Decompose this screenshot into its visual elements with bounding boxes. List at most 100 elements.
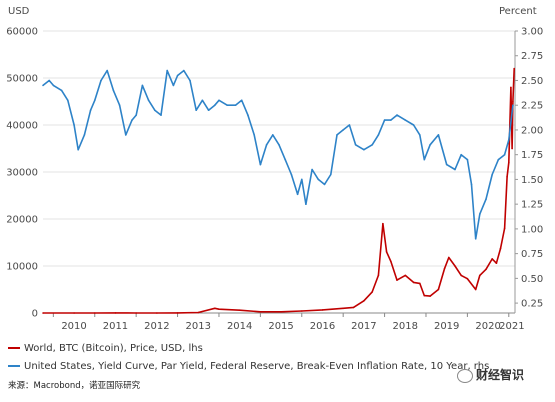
data-point-breakeven [154, 109, 156, 111]
data-point-breakeven [301, 178, 303, 181]
right-tick-label: 2.50 [521, 76, 543, 87]
data-point-btc [382, 222, 384, 225]
data-point-btc [479, 274, 481, 277]
data-point-breakeven [396, 114, 398, 116]
right-tick-label: 3.00 [521, 27, 543, 38]
right-tick-label: 1.75 [521, 150, 543, 161]
data-point-breakeven [454, 168, 456, 171]
x-tick-label: 2012 [144, 321, 169, 332]
x-tick-label: 2013 [186, 321, 211, 332]
data-point-breakeven [60, 89, 63, 92]
data-point-breakeven [240, 99, 243, 102]
right-tick-label: 2.00 [521, 125, 543, 136]
data-point-breakeven [363, 148, 365, 151]
data-point-breakeven [330, 173, 332, 176]
data-point-breakeven [336, 134, 338, 136]
right-tick-label: 2.75 [521, 51, 543, 62]
data-point-breakeven [296, 193, 299, 196]
left-y-axis: 0 10000 20000 30000 40000 50000 60000 [6, 27, 38, 320]
legend-label-btc: World, BTC (Bitcoin), Price, USD, lhs [24, 343, 203, 354]
left-tick-label: 60000 [6, 27, 38, 38]
data-point-breakeven [94, 99, 96, 102]
data-point-breakeven [354, 144, 357, 146]
x-tick-label: 2021 [499, 321, 524, 332]
left-tick-label: 10000 [6, 262, 38, 273]
data-point-breakeven [176, 74, 179, 77]
data-point-breakeven [106, 69, 108, 72]
data-point-btc [437, 288, 440, 291]
data-point-breakeven [445, 163, 448, 166]
right-tick-label: 0.50 [521, 274, 543, 285]
data-point-breakeven [77, 148, 79, 151]
series-layer [42, 67, 515, 314]
data-point-btc [197, 311, 200, 314]
series-line-btc [43, 68, 515, 314]
left-tick-label: 20000 [6, 215, 38, 226]
data-point-btc [474, 288, 477, 291]
data-point-btc [377, 274, 380, 277]
data-point-btc [448, 256, 450, 259]
data-point-breakeven [195, 109, 197, 111]
data-point-breakeven [234, 104, 237, 106]
data-point-breakeven [305, 203, 307, 205]
data-point-btc [396, 279, 398, 281]
data-point-breakeven [437, 134, 440, 136]
data-point-breakeven [100, 79, 102, 82]
data-point-breakeven [512, 104, 514, 106]
data-point-breakeven [479, 213, 481, 215]
data-point-breakeven [189, 79, 191, 82]
data-point-btc [218, 308, 220, 311]
data-point-btc [443, 267, 446, 270]
grid-lines [43, 30, 515, 314]
series-line-breakeven [42, 69, 514, 240]
data-point-btc [491, 258, 494, 260]
data-point-breakeven [371, 144, 374, 146]
data-point-breakeven [83, 134, 86, 136]
legend-swatch-breakeven [8, 365, 20, 367]
data-point-btc [499, 247, 502, 250]
data-point-breakeven [383, 119, 386, 121]
data-point-btc [73, 312, 75, 314]
right-tick-label: 1.50 [521, 175, 543, 186]
data-point-btc [114, 312, 117, 314]
data-point-breakeven [112, 89, 115, 92]
x-tick-label: 2011 [103, 321, 128, 332]
data-point-btc [321, 309, 324, 311]
data-point-breakeven [135, 114, 137, 116]
data-point-breakeven [348, 124, 351, 126]
right-tick-label: 0.25 [521, 299, 543, 310]
data-point-breakeven [207, 109, 210, 111]
data-point-btc [390, 260, 392, 263]
data-point-btc [512, 100, 514, 103]
data-point-btc [135, 312, 137, 314]
data-point-btc [508, 161, 510, 164]
data-point-breakeven [390, 119, 392, 121]
right-axis-unit: Percent [499, 6, 537, 17]
data-point-breakeven [125, 134, 127, 136]
x-tick-label: 2017 [351, 321, 376, 332]
data-point-breakeven [323, 183, 326, 186]
data-point-btc [423, 294, 426, 297]
data-point-breakeven [419, 134, 421, 136]
data-point-breakeven [485, 198, 487, 200]
x-tick-label: 2014 [227, 321, 252, 332]
data-point-btc [513, 67, 515, 70]
data-point-btc [259, 311, 262, 313]
right-tick-label: 0.75 [521, 249, 543, 260]
legend-item-btc: World, BTC (Bitcoin), Price, USD, lhs [8, 343, 203, 354]
data-point-breakeven [201, 99, 204, 102]
data-point-btc [156, 312, 158, 314]
data-point-breakeven [508, 139, 510, 141]
data-point-breakeven [218, 99, 220, 102]
data-point-btc [429, 295, 431, 297]
data-point-btc [485, 268, 487, 271]
data-point-breakeven [89, 109, 92, 111]
data-point-btc [412, 281, 415, 284]
data-point-breakeven [226, 104, 228, 106]
data-point-breakeven [404, 119, 407, 121]
data-point-breakeven [497, 158, 500, 161]
x-tick-label: 2016 [310, 321, 335, 332]
data-point-breakeven [67, 99, 69, 102]
data-point-btc [176, 312, 179, 314]
